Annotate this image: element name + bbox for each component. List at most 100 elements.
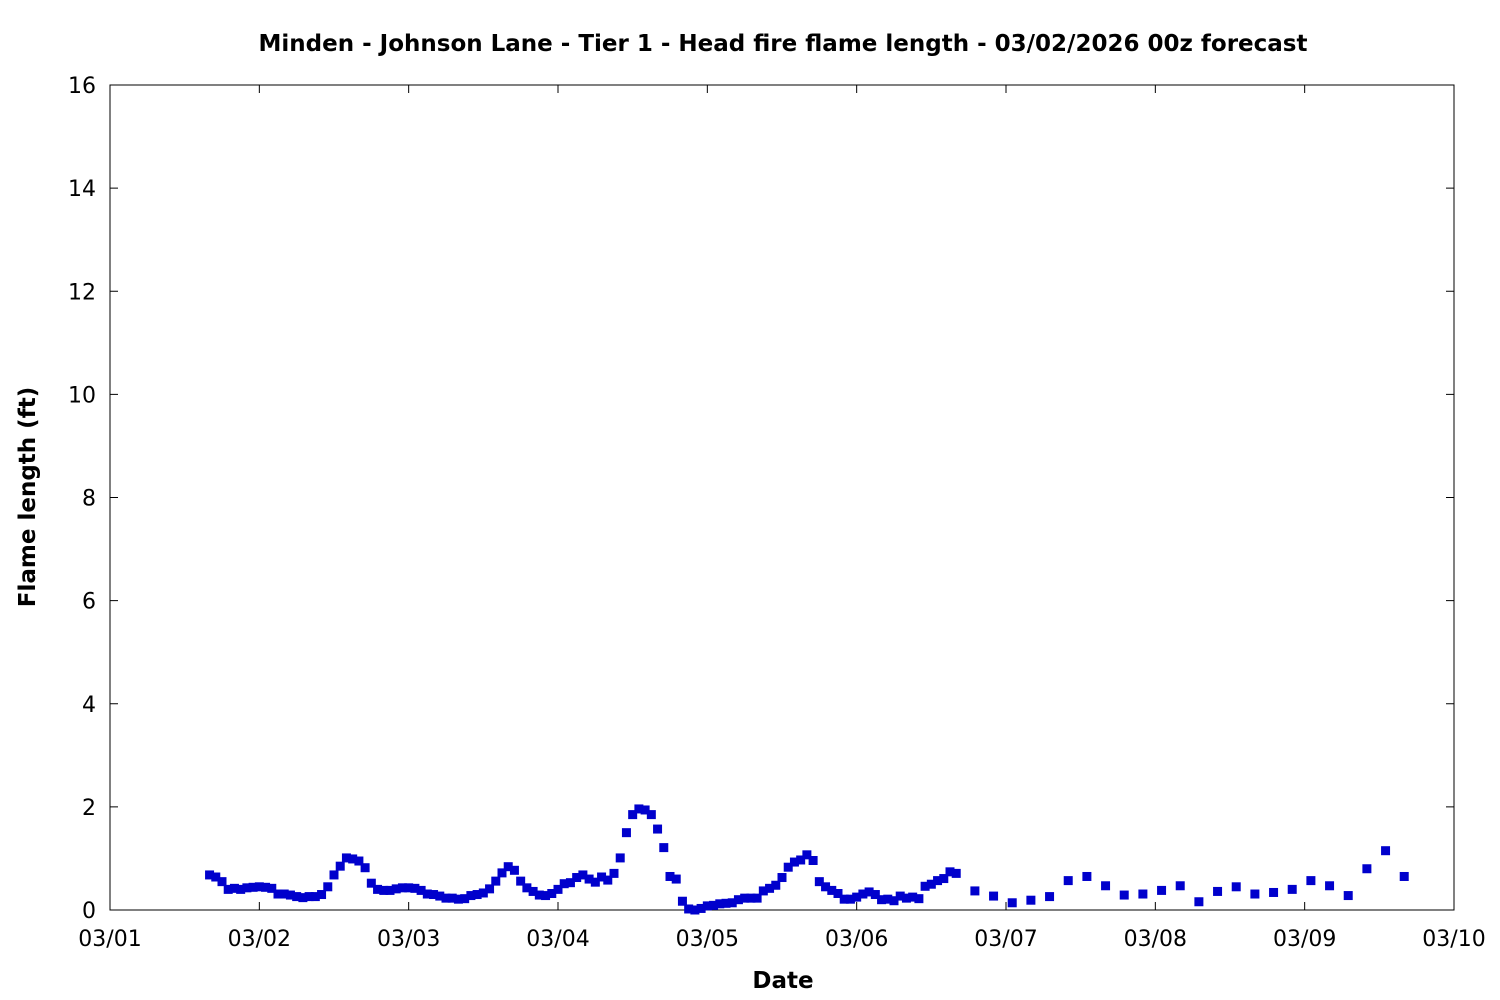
data-point bbox=[335, 861, 345, 871]
data-point bbox=[814, 877, 824, 887]
data-point bbox=[758, 886, 768, 896]
data-point bbox=[777, 873, 787, 883]
data-point bbox=[671, 874, 681, 884]
data-point bbox=[385, 885, 395, 895]
data-point bbox=[789, 857, 799, 867]
data-point bbox=[615, 853, 625, 863]
data-point bbox=[597, 872, 607, 882]
data-point bbox=[304, 892, 314, 902]
data-point bbox=[236, 884, 246, 894]
data-point bbox=[323, 882, 333, 892]
data-point bbox=[621, 828, 631, 838]
data-point bbox=[702, 901, 712, 911]
data-point bbox=[933, 876, 943, 886]
data-point bbox=[783, 862, 793, 872]
data-point bbox=[746, 893, 756, 903]
data-point bbox=[1007, 898, 1017, 908]
data-point bbox=[267, 883, 277, 893]
data-point bbox=[628, 810, 638, 820]
data-point bbox=[740, 893, 750, 903]
data-point bbox=[895, 891, 905, 901]
data-point bbox=[877, 895, 887, 905]
data-point bbox=[1269, 887, 1279, 897]
data-point bbox=[1175, 881, 1185, 891]
data-point bbox=[522, 883, 532, 893]
data-point bbox=[945, 867, 955, 877]
x-axis-label: Date bbox=[752, 968, 813, 994]
data-point bbox=[578, 870, 588, 880]
data-point bbox=[989, 891, 999, 901]
x-tick-label: 03/03 bbox=[377, 927, 440, 952]
data-point bbox=[528, 886, 538, 896]
data-point bbox=[205, 870, 215, 880]
data-point bbox=[1138, 889, 1148, 899]
y-tick-label: 14 bbox=[68, 177, 96, 202]
data-point bbox=[852, 892, 862, 902]
data-point bbox=[453, 894, 463, 904]
y-tick-label: 12 bbox=[68, 280, 96, 305]
data-point bbox=[509, 865, 519, 875]
data-point bbox=[1063, 876, 1073, 886]
data-point bbox=[951, 868, 961, 878]
x-tick-labels: 03/01 03/02 03/03 03/04 03/05 03/06 03/07 03/08… bbox=[78, 927, 1485, 952]
data-point bbox=[292, 892, 302, 902]
data-point bbox=[223, 884, 233, 894]
data-point bbox=[391, 884, 401, 894]
data-point bbox=[254, 882, 264, 892]
data-point bbox=[914, 894, 924, 904]
data-point bbox=[541, 891, 551, 901]
data-point bbox=[485, 884, 495, 894]
x-tick-label: 03/02 bbox=[228, 927, 291, 952]
data-point bbox=[603, 875, 613, 885]
data-point bbox=[360, 863, 370, 873]
data-point bbox=[410, 883, 420, 893]
data-point bbox=[298, 893, 308, 903]
data-point bbox=[970, 886, 980, 896]
data-point bbox=[1119, 890, 1129, 900]
data-point bbox=[366, 878, 376, 888]
data-points bbox=[205, 804, 1409, 915]
data-point bbox=[765, 883, 775, 893]
y-tick-label: 10 bbox=[68, 383, 96, 408]
data-point bbox=[665, 871, 675, 881]
data-point bbox=[248, 882, 258, 892]
data-point bbox=[503, 862, 513, 872]
data-point bbox=[547, 889, 557, 898]
data-point bbox=[1306, 876, 1316, 886]
y-axis-label: Flame length (ft) bbox=[15, 387, 41, 607]
data-point bbox=[373, 884, 383, 894]
data-point bbox=[1026, 895, 1036, 905]
data-point bbox=[690, 905, 700, 915]
data-point bbox=[404, 883, 414, 893]
data-point bbox=[553, 884, 563, 894]
data-point bbox=[534, 890, 544, 900]
data-point bbox=[348, 854, 358, 864]
data-point bbox=[715, 899, 725, 909]
data-point bbox=[429, 890, 439, 900]
data-point bbox=[883, 894, 893, 904]
data-point bbox=[435, 891, 445, 901]
y-tick-label: 6 bbox=[82, 590, 96, 615]
data-point bbox=[1287, 884, 1297, 894]
data-point bbox=[609, 868, 619, 878]
data-point bbox=[242, 883, 252, 893]
data-point bbox=[1343, 891, 1353, 901]
y-tick-label: 2 bbox=[82, 796, 96, 821]
data-point bbox=[833, 889, 843, 898]
data-point bbox=[677, 896, 687, 906]
y-tick-label: 4 bbox=[82, 693, 96, 718]
data-point bbox=[684, 904, 694, 914]
data-point bbox=[310, 892, 320, 902]
data-point bbox=[341, 853, 351, 863]
data-point bbox=[447, 893, 457, 903]
data-point bbox=[478, 888, 488, 898]
data-point bbox=[634, 804, 644, 814]
data-point bbox=[1082, 871, 1092, 881]
data-point bbox=[733, 895, 743, 905]
data-point bbox=[696, 903, 706, 913]
data-point bbox=[1231, 882, 1241, 892]
data-point bbox=[397, 883, 407, 893]
data-point bbox=[1362, 864, 1372, 874]
data-point bbox=[889, 896, 899, 906]
